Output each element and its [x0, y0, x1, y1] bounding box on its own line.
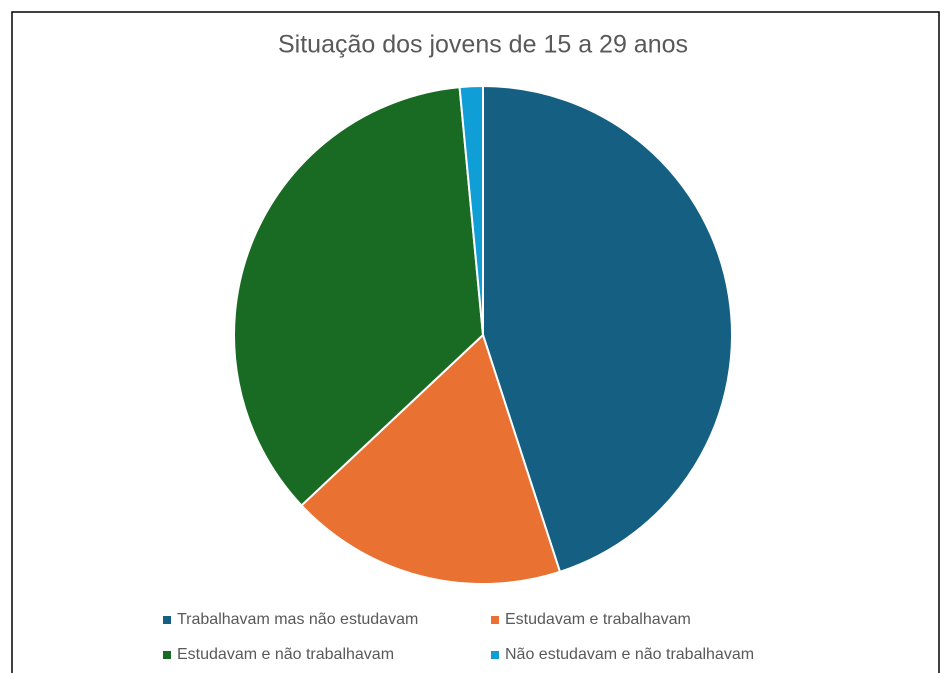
- legend-swatch: [491, 651, 499, 659]
- pie-slice: [300, 333, 562, 585]
- legend-label: Não estudavam e não trabalhavam: [505, 646, 754, 663]
- legend-label: Trabalhavam mas não estudavam: [177, 611, 418, 628]
- legend-label: Estudavam e trabalhavam: [505, 611, 691, 628]
- legend-swatch: [491, 616, 499, 624]
- chart-title: Situação dos jovens de 15 a 29 anos: [278, 31, 688, 59]
- pie-slice: [458, 84, 484, 336]
- pie-slice: [233, 86, 485, 507]
- legend-swatch: [163, 651, 171, 659]
- legend-swatch: [163, 616, 171, 624]
- pie-slice: [482, 84, 733, 574]
- legend-label: Estudavam e não trabalhavam: [177, 646, 394, 663]
